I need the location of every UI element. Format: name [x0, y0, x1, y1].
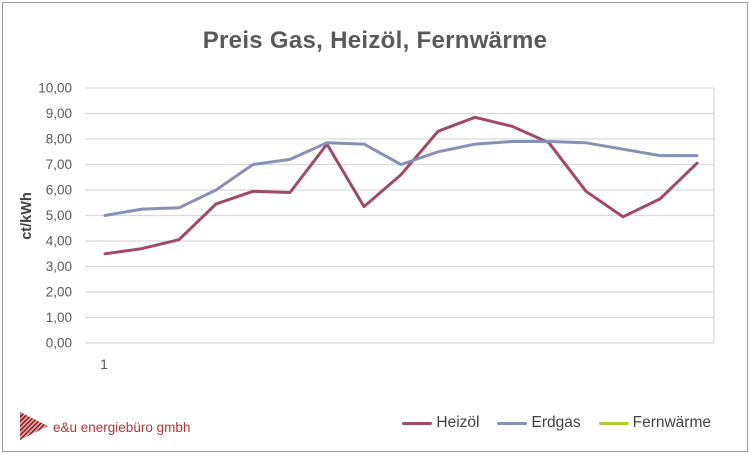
- y-tick-label: 9,00: [46, 106, 72, 121]
- y-tick-label: 3,00: [46, 259, 72, 274]
- y-tick-label: 2,00: [46, 285, 72, 300]
- company-logo: e&u energiebüro gmbh: [20, 411, 220, 443]
- legend-item-heizoel[interactable]: Heizöl: [402, 414, 479, 432]
- legend-label-fernwaerme: Fernwärme: [632, 414, 711, 431]
- y-tick-label: 0,00: [46, 336, 72, 351]
- logo-text: e&u energiebüro gmbh: [53, 420, 191, 435]
- y-tick-label: 7,00: [46, 157, 72, 172]
- legend-item-erdgas[interactable]: Erdgas: [497, 414, 581, 432]
- y-tick-label: 8,00: [46, 132, 72, 147]
- erdgas-line-icon: [497, 421, 528, 425]
- y-tick-label: 6,00: [46, 183, 72, 198]
- heizoel-line-icon: [402, 421, 433, 425]
- logo-arrow-icon: [20, 412, 48, 440]
- y-tick-label: 4,00: [46, 234, 72, 249]
- legend-item-fernwaerme[interactable]: Fernwärme: [598, 414, 711, 432]
- legend-label-heizoel: Heizöl: [436, 414, 480, 431]
- y-tick-label: 10,00: [38, 81, 72, 96]
- chart-title: Preis Gas, Heizöl, Fernwärme: [202, 27, 548, 54]
- legend-label-erdgas: Erdgas: [531, 414, 581, 431]
- series-line-heiz-l: [103, 115, 699, 256]
- x-tick-label: 1: [100, 356, 108, 372]
- y-tick-label: 1,00: [46, 310, 72, 325]
- fernwaerme-line-icon: [598, 421, 629, 425]
- legend: Heizöl Erdgas Fernwärme: [402, 414, 711, 432]
- y-tick-label: 5,00: [46, 208, 72, 223]
- series-line-erdgas: [103, 140, 699, 217]
- y-axis-title: ct/kWh: [19, 192, 35, 240]
